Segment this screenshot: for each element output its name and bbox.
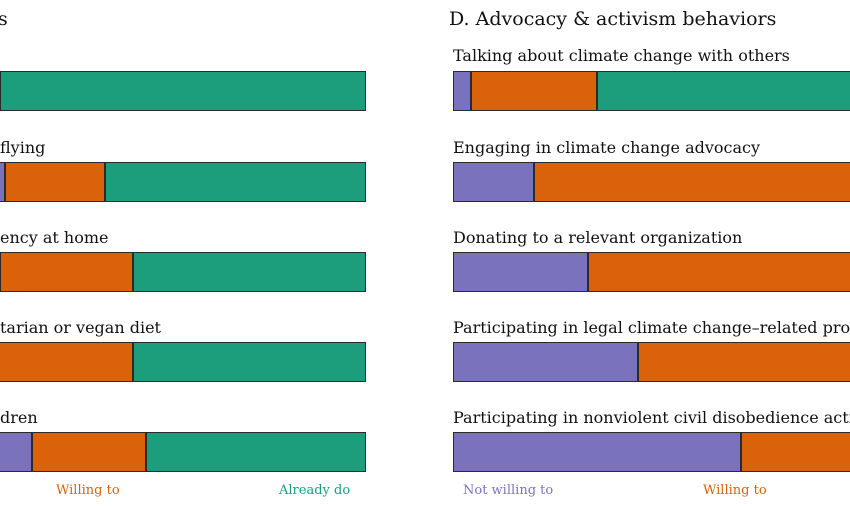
bar-left-2-already-do xyxy=(132,252,366,292)
legend-right-not-willing: Not willing to xyxy=(463,483,554,498)
legend-right-willing: Willing to xyxy=(703,483,767,498)
panel-left-title: s xyxy=(0,8,8,30)
bar-right-2-willing-to xyxy=(588,252,850,292)
bar-left-4-willing-to xyxy=(32,432,147,472)
bar-left-3-willing-to xyxy=(0,342,133,382)
bar-right-1-not-willing-to xyxy=(453,162,534,202)
row-label-left-3: tarian or vegan diet xyxy=(0,318,161,337)
row-label-right-4: Participating in nonviolent civil disobe… xyxy=(453,408,850,427)
row-label-left-2: ency at home xyxy=(0,228,109,247)
row-label-right-1: Engaging in climate change advocacy xyxy=(453,138,761,157)
bar-right-1-willing-to xyxy=(534,162,850,202)
bar-right-3-not-willing-to xyxy=(453,342,638,382)
legend-left-already: Already do xyxy=(279,483,351,498)
bar-left-4 xyxy=(0,432,366,472)
bar-right-0-willing-to xyxy=(471,71,597,111)
row-label-left-4: dren xyxy=(0,408,38,427)
bar-left-2-willing-to xyxy=(0,252,133,292)
bar-left-3-already-do xyxy=(132,342,366,382)
bar-right-1 xyxy=(453,162,850,202)
bar-right-2-not-willing-to xyxy=(453,252,588,292)
row-label-left-1: flying xyxy=(0,138,46,157)
bar-right-0-already-do xyxy=(597,71,850,111)
bar-left-0 xyxy=(0,71,366,111)
bar-right-4-not-willing-to xyxy=(453,432,741,472)
bar-left-1-already-do xyxy=(105,162,366,202)
bar-right-2 xyxy=(453,252,850,292)
bar-left-2 xyxy=(0,252,366,292)
bar-right-0-not-willing-to xyxy=(453,71,471,111)
bar-left-0-already-do xyxy=(0,71,366,111)
bar-left-4-not-willing xyxy=(0,432,33,472)
row-label-right-2: Donating to a relevant organization xyxy=(453,228,743,247)
bar-left-1-not-willing xyxy=(0,162,5,202)
bar-left-1-willing-to xyxy=(4,162,106,202)
bar-left-4-already-do xyxy=(146,432,366,472)
row-label-right-0: Talking about climate change with others xyxy=(453,46,790,65)
legend-left-willing: Willing to xyxy=(56,483,120,498)
bar-right-0 xyxy=(453,71,850,111)
bar-left-1 xyxy=(0,162,366,202)
bar-right-3-willing-to xyxy=(637,342,850,382)
bar-left-3 xyxy=(0,342,366,382)
panel-right-title: D. Advocacy & activism behaviors xyxy=(449,8,777,30)
bar-right-4 xyxy=(453,432,850,472)
row-label-right-3: Participating in legal climate change–re… xyxy=(453,318,850,337)
bar-right-3 xyxy=(453,342,850,382)
bar-right-4-willing-to xyxy=(741,432,850,472)
